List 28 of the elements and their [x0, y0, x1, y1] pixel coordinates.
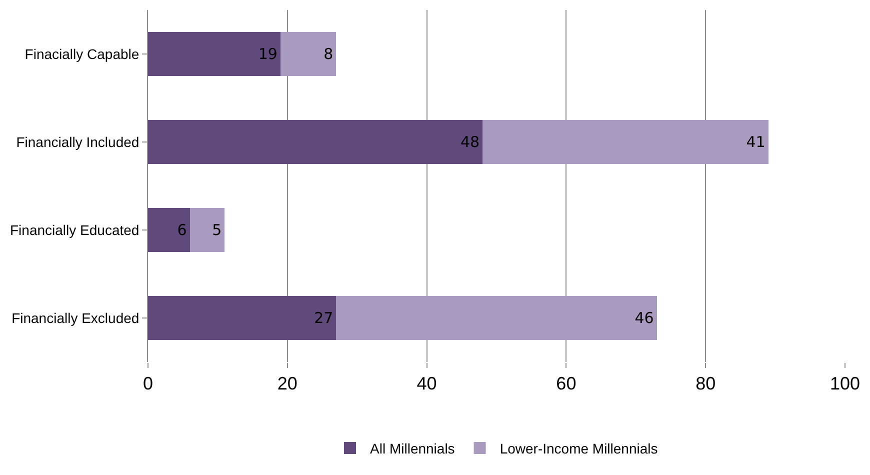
data-label: 8	[324, 45, 334, 63]
data-label: 27	[314, 309, 334, 327]
bar	[148, 32, 280, 76]
legend-label: All Millennials	[370, 440, 455, 456]
bar	[482, 120, 768, 164]
bar	[280, 32, 336, 76]
data-label: 6	[177, 221, 187, 239]
y-tick-label: Financially Excluded	[12, 310, 140, 326]
legend-label: Lower-Income Millennials	[500, 440, 658, 456]
bar	[190, 208, 225, 252]
bar	[336, 296, 657, 340]
bar	[148, 296, 336, 340]
data-label: 41	[746, 133, 766, 151]
y-tick-label: Financially Educated	[10, 222, 140, 238]
bar	[148, 120, 483, 164]
data-label: 46	[634, 309, 654, 327]
x-tick-label: 20	[277, 374, 298, 394]
data-label: 48	[460, 133, 480, 151]
y-tick-label: Financially Included	[16, 134, 140, 150]
bar	[148, 208, 190, 252]
y-tick-label: Finacially Capable	[24, 46, 140, 62]
x-tick-label: 40	[416, 374, 437, 394]
x-tick-label: 0	[142, 374, 154, 394]
x-tick-label: 80	[696, 374, 716, 394]
data-label: 5	[212, 221, 222, 239]
x-tick-label: 60	[556, 374, 576, 394]
x-tick-label: 100	[830, 374, 860, 394]
data-label: 19	[258, 45, 278, 63]
